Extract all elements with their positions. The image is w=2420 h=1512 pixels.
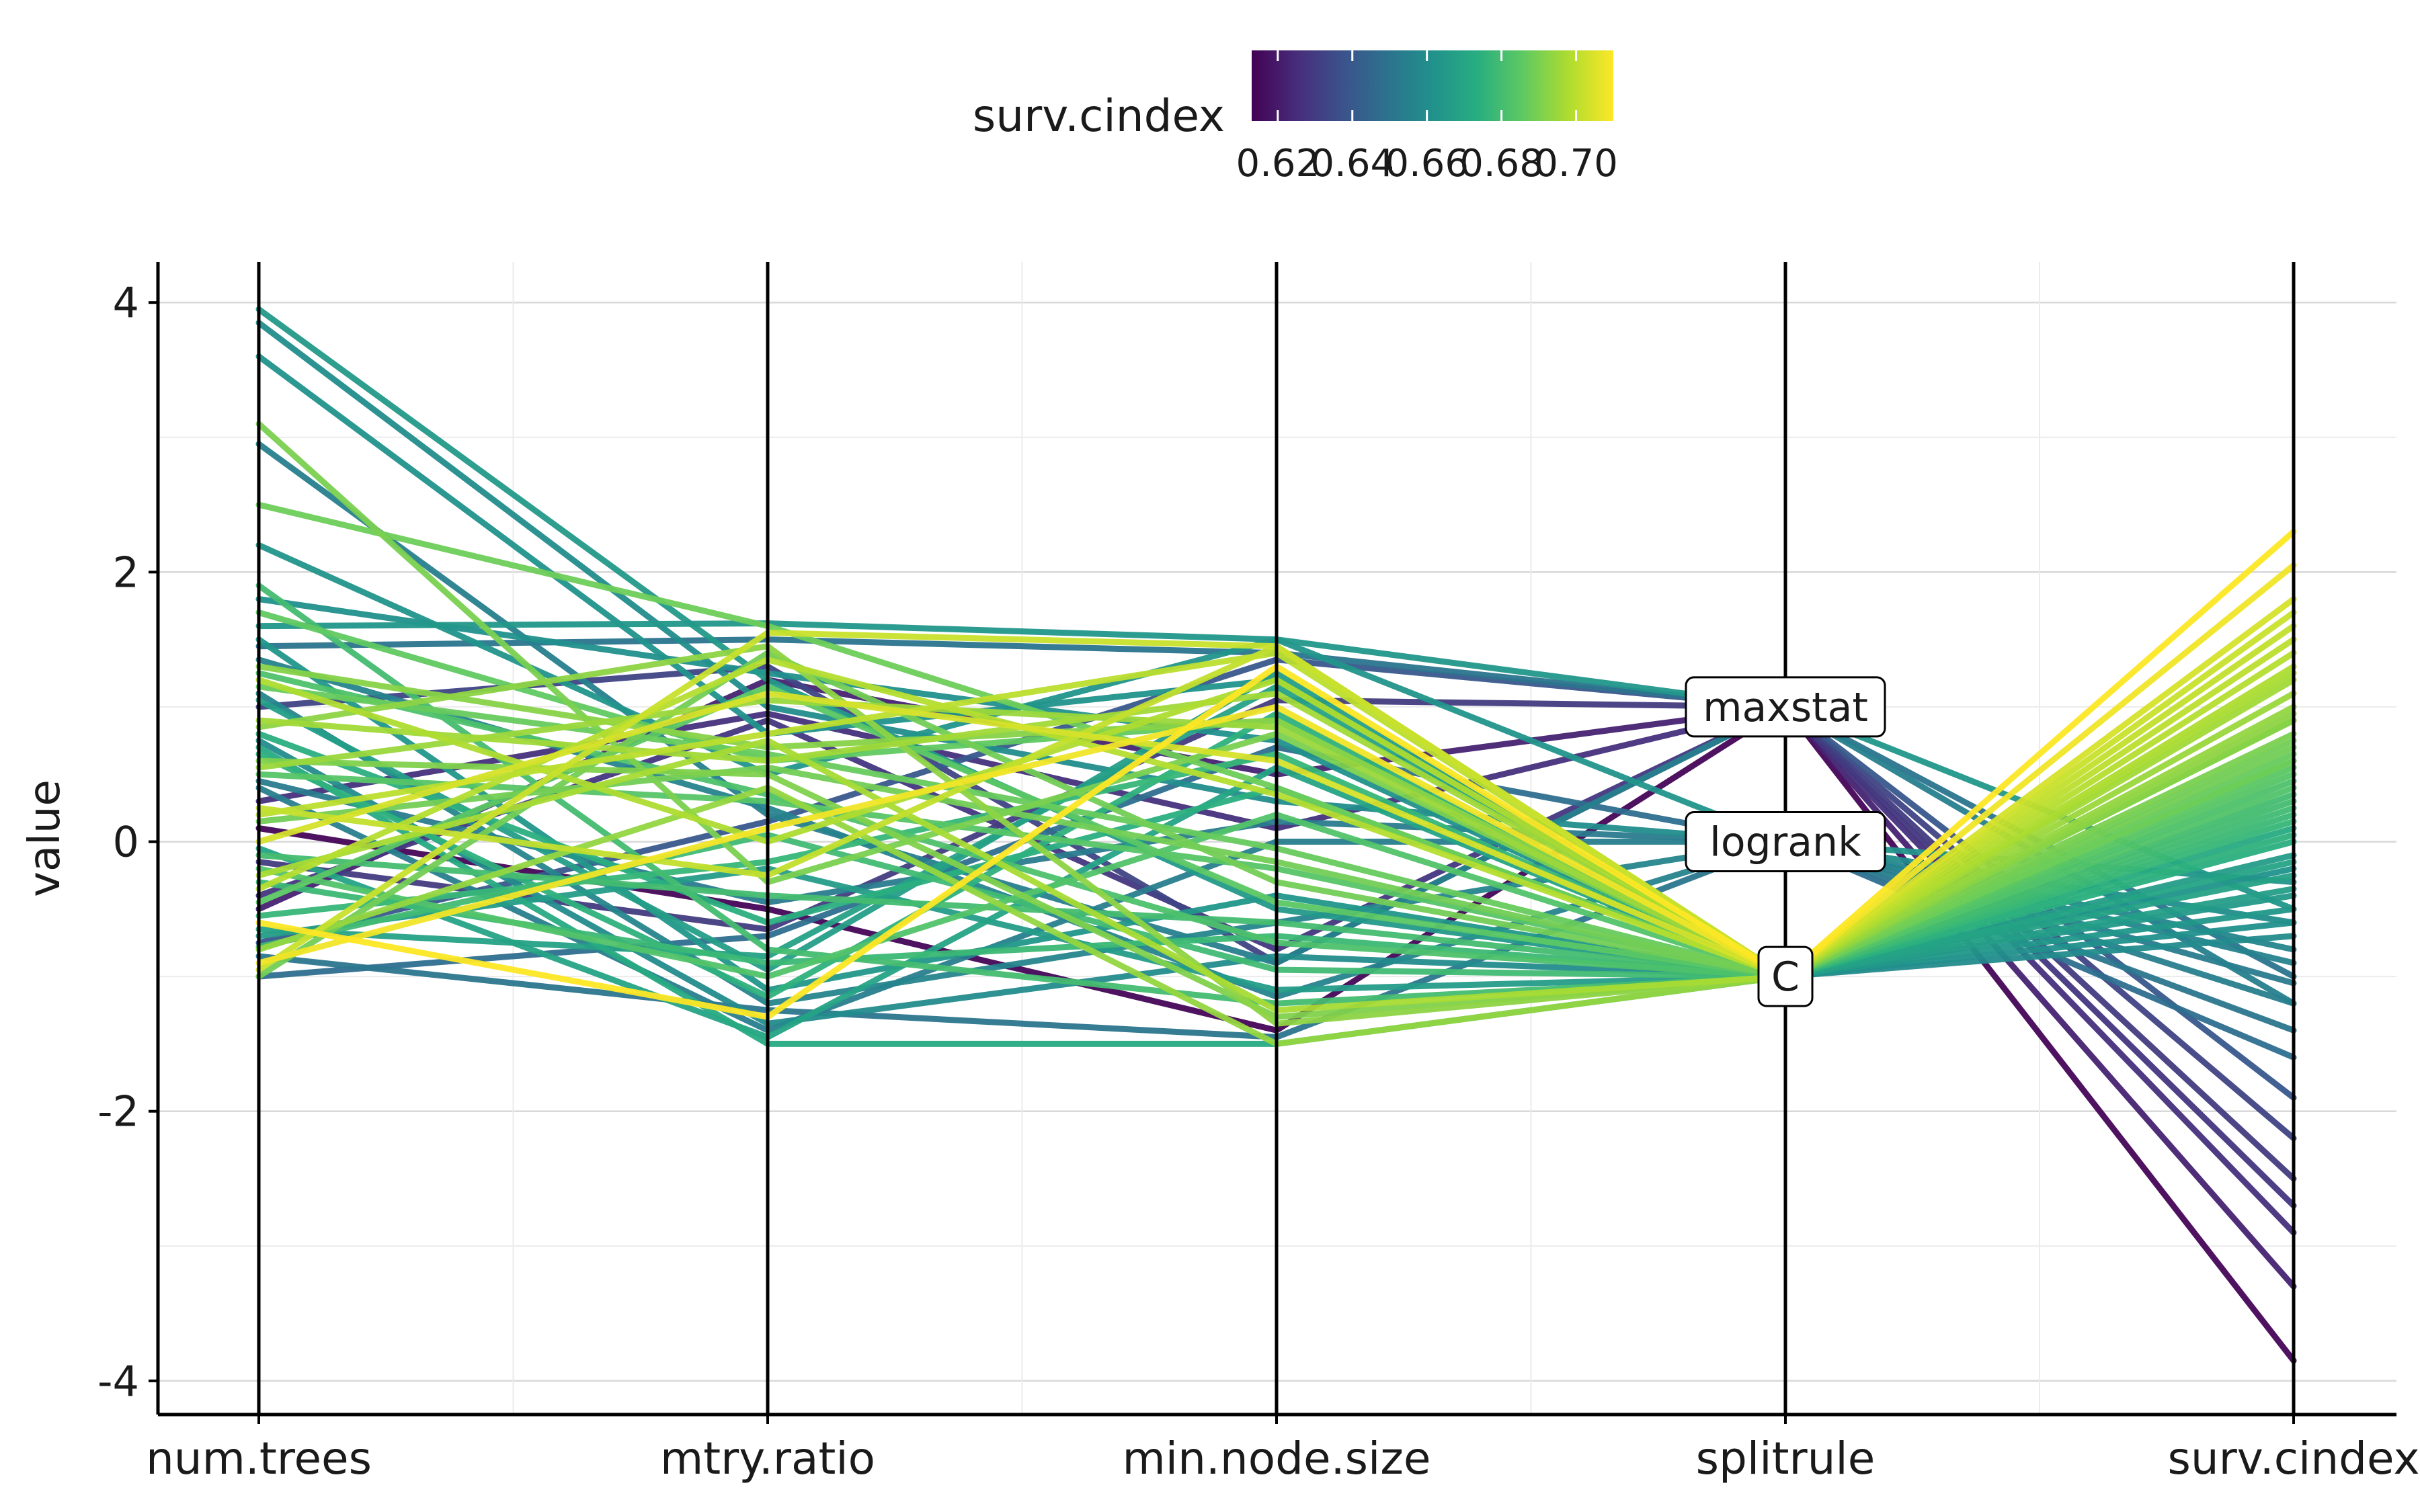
level-label-C: C <box>1757 946 1814 1007</box>
level-label-maxstat: maxstat <box>1685 676 1886 738</box>
y-tick-label: 0 <box>113 818 139 867</box>
legend: surv.cindex 0.620.640.660.680.70 <box>973 50 1618 185</box>
level-label-text: C <box>1771 954 1800 1001</box>
y-axis: 4 2 0 -2 -4 value <box>20 262 160 1415</box>
x-tick-label: mtry.ratio <box>660 1433 875 1484</box>
level-label-box <box>1757 946 1814 1007</box>
y-tick-label: 2 <box>113 548 139 597</box>
y-axis-title: value <box>20 780 70 897</box>
y-tick-label: -2 <box>97 1087 139 1136</box>
legend-tick-label: 0.62 <box>1236 142 1320 185</box>
x-tick-label: num.trees <box>146 1433 372 1484</box>
level-label-logrank: logrank <box>1685 811 1886 873</box>
legend-title: surv.cindex <box>973 90 1225 142</box>
legend-tick-label: 0.66 <box>1385 142 1469 185</box>
level-label-text: maxstat <box>1703 684 1868 731</box>
level-label-box <box>1685 811 1886 873</box>
level-label-text: logrank <box>1709 819 1861 866</box>
legend-tick-label: 0.70 <box>1534 142 1618 185</box>
x-axis: num.trees mtry.ratio min.node.size splitrul… <box>146 1413 2420 1484</box>
x-tick-label: splitrule <box>1696 1433 1876 1484</box>
x-tick-label: surv.cindex <box>2167 1433 2419 1484</box>
legend-tick-label: 0.68 <box>1459 142 1543 185</box>
y-tick-label: -4 <box>97 1357 139 1406</box>
splitrule-level-labels: maxstat logrank C <box>1685 676 1886 1007</box>
legend-colorbar <box>1252 50 1613 121</box>
x-tick-label: min.node.size <box>1122 1433 1430 1484</box>
y-tick-label: 4 <box>113 278 139 327</box>
legend-tick-label: 0.64 <box>1310 142 1394 185</box>
level-label-box <box>1685 676 1886 738</box>
